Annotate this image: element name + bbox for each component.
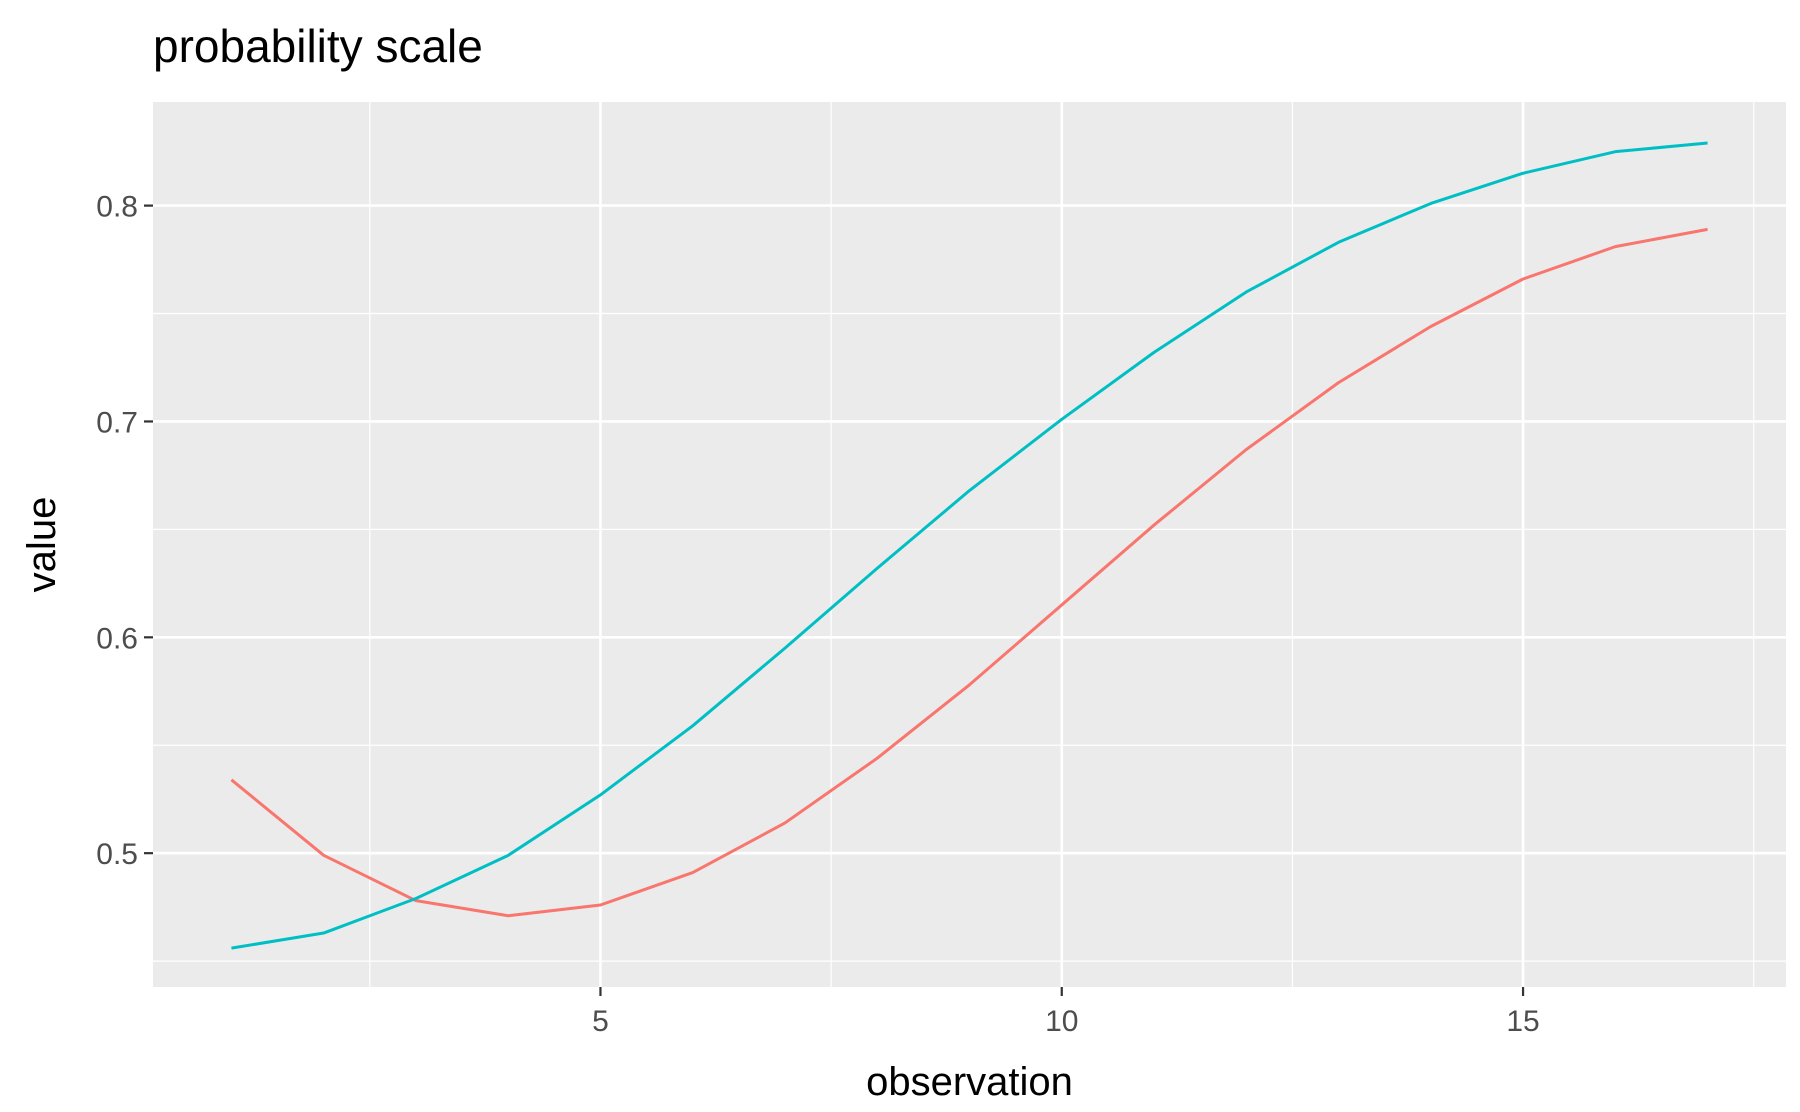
plot-panel — [153, 102, 1786, 987]
chart-title: probability scale — [153, 20, 483, 72]
y-tick-label: 0.6 — [96, 622, 138, 655]
series-layer — [230, 141, 1708, 950]
y-tick-label: 0.5 — [96, 838, 138, 871]
minor-gridlines — [153, 102, 1786, 987]
y-axis-title: value — [20, 497, 64, 593]
x-axis-title: observation — [866, 1060, 1073, 1104]
major-gridlines — [153, 102, 1786, 987]
x-axis: 5 10 15 — [592, 987, 1540, 1038]
y-tick-label: 0.8 — [96, 191, 138, 224]
series-line-1 — [230, 227, 1708, 918]
y-axis: 0.5 0.6 0.7 0.8 — [96, 191, 153, 871]
x-tick-label: 5 — [592, 1005, 609, 1038]
x-tick-label: 15 — [1506, 1005, 1539, 1038]
x-tick-label: 10 — [1045, 1005, 1078, 1038]
series-line-2 — [231, 141, 1708, 950]
y-tick-label: 0.7 — [96, 406, 138, 439]
